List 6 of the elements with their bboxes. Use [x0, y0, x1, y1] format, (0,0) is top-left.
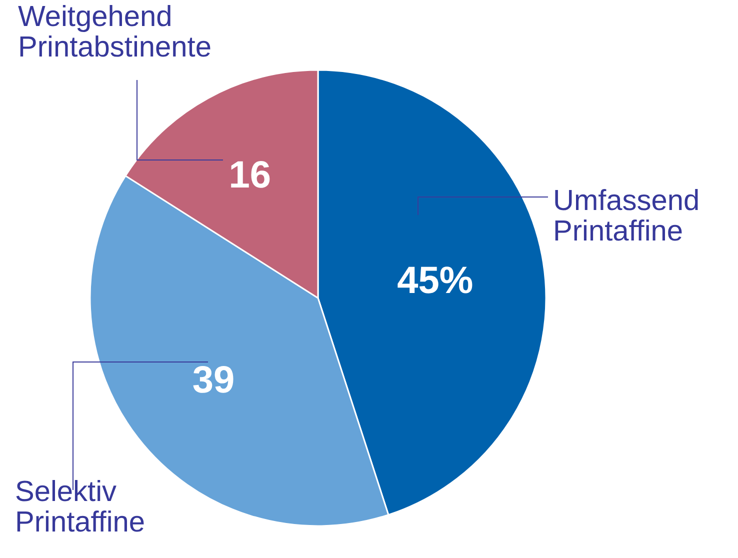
data-label: 45%	[397, 260, 474, 302]
data-label: 16	[228, 154, 272, 196]
slice-label: Umfassend Printaffine	[553, 185, 700, 248]
slice-label: Selektiv Printaffine	[15, 476, 146, 538]
data-label: 39	[192, 359, 235, 402]
slice-label: Weitgehend Printabstinente	[18, 1, 212, 64]
